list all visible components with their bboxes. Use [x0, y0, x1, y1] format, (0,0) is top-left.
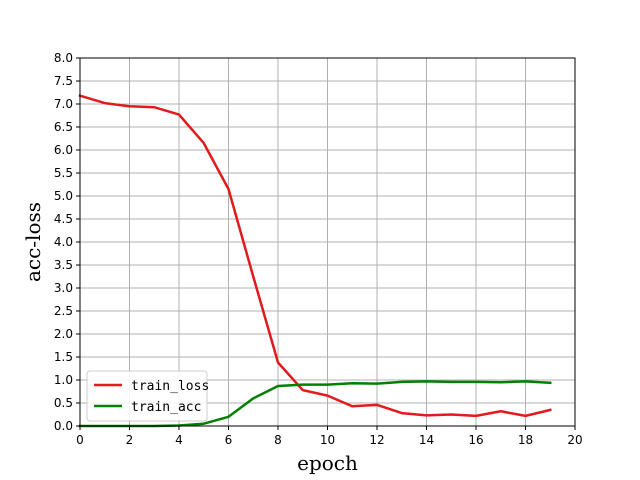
x-tick-label: 2: [126, 433, 134, 447]
y-tick-label: 2.5: [54, 304, 73, 318]
y-tick-label: 7.0: [54, 97, 73, 111]
x-tick-label: 0: [76, 433, 84, 447]
legend-label: train_loss: [131, 379, 209, 394]
y-tick-label: 1.0: [54, 373, 73, 387]
x-tick-label: 14: [419, 433, 434, 447]
x-tick-label: 12: [369, 433, 384, 447]
y-tick-label: 0.5: [54, 396, 73, 410]
y-tick-label: 6.0: [54, 143, 73, 157]
y-tick-label: 5.5: [54, 166, 73, 180]
y-tick-label: 8.0: [54, 51, 73, 65]
x-tick-label: 8: [274, 433, 282, 447]
x-axis-ticks: 0 2 4 6 8 10 12 14 16 18 20: [76, 426, 583, 447]
y-tick-label: 4.0: [54, 235, 73, 249]
legend-box: [86, 370, 208, 422]
x-tick-label: 18: [518, 433, 533, 447]
y-axis-ticks: 0.0 0.5 1.0 1.5 2.0 2.5 3.0 3.5 4.0 4.5 5.0 5.5 6.0 6…: [54, 51, 80, 433]
y-tick-label: 5.0: [54, 189, 73, 203]
y-tick-label: 7.5: [54, 74, 73, 88]
y-axis-label: acc-loss: [21, 202, 45, 282]
x-tick-label: 20: [567, 433, 582, 447]
legend: train_loss train_acc: [86, 370, 209, 422]
y-tick-label: 3.5: [54, 258, 73, 272]
legend-label: train_acc: [131, 400, 201, 415]
y-tick-label: 6.5: [54, 120, 73, 134]
x-tick-label: 6: [225, 433, 233, 447]
x-tick-label: 10: [320, 433, 335, 447]
series-line-train-loss: [78, 94, 552, 418]
x-axis-label: epoch: [297, 451, 358, 475]
x-tick-label: 4: [175, 433, 183, 447]
y-tick-label: 0.0: [54, 419, 73, 433]
y-tick-label: 3.0: [54, 281, 73, 295]
y-tick-label: 4.5: [54, 212, 73, 226]
y-tick-label: 1.5: [54, 350, 73, 364]
x-tick-label: 16: [468, 433, 483, 447]
y-tick-label: 2.0: [54, 327, 73, 341]
